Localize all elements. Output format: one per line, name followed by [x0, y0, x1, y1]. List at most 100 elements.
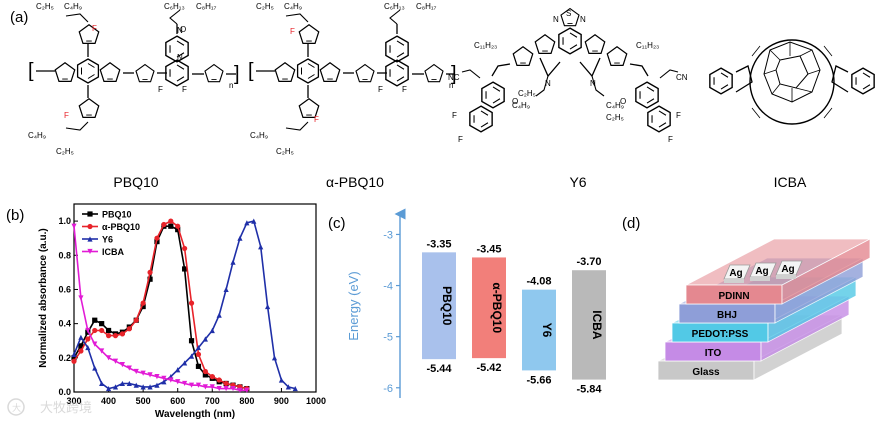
homo-label--pbq10: -5.42 [476, 362, 501, 374]
material-name-icba: ICBA [590, 310, 604, 340]
data-point--pbq10 [105, 333, 112, 339]
chem-nitrogen: N [545, 79, 551, 88]
x-axis-label: Wavelength (nm) [155, 409, 235, 420]
molecule-y6-structure: C₁₁H₂₃ C₁₁H₂₃ S N N N N NC CN O O C₂H₅ C… [448, 8, 688, 144]
data-point-pbq10 [202, 372, 208, 378]
data-point-pbq10 [140, 303, 146, 310]
x-tick-label: 700 [205, 396, 220, 406]
y-tick-label: 0.8 [58, 250, 71, 260]
data-point-pbq10 [195, 363, 202, 369]
data-point-icba [119, 362, 125, 368]
chem-c4h9: C₄H₉ [512, 101, 530, 110]
data-point-pbq10 [175, 227, 181, 233]
molecule-alpha-pbq10-structure: [ ] C₂H₅ C₄H₉ F C₆H₁₃ C₈H₁₇ F C₄H₉ C₂H₅ … [248, 2, 457, 156]
data-point--pbq10 [133, 317, 139, 323]
chem-c2h5: C₂H₅ [256, 2, 274, 11]
molecule-name-icba: ICBA [774, 174, 807, 190]
x-tick-label: 1000 [306, 396, 326, 406]
data-point-y6 [133, 382, 139, 388]
chem-c2h5: C₂H₅ [36, 2, 54, 11]
molecule-name-pbq10: PBQ10 [113, 174, 158, 190]
data-point-y6 [292, 385, 298, 392]
data-point-y6 [251, 218, 257, 224]
data-point--pbq10 [154, 235, 160, 241]
data-point--pbq10 [209, 374, 215, 380]
data-point-pbq10 [147, 276, 153, 282]
polymer-bracket-left: [ [28, 60, 34, 82]
data-point-y6 [188, 353, 195, 359]
data-point--pbq10 [161, 221, 167, 228]
data-point-y6 [71, 351, 77, 357]
legend-label-icba: ICBA [102, 247, 124, 257]
data-point-icba [92, 341, 98, 347]
ag-electrode-edge [724, 279, 744, 283]
x-tick-label: 900 [274, 396, 289, 406]
energy-bar-icba [572, 270, 606, 380]
svg-text:N: N [177, 53, 183, 62]
data-point-y6 [285, 384, 291, 390]
legend-marker-y6 [87, 236, 93, 242]
data-point-icba [223, 385, 229, 392]
data-point-y6 [265, 303, 271, 310]
energy-tick-label: -4 [383, 281, 393, 293]
molecule-pbq10-structure: [ ] N N O C₂H₅ C₄H₉ F C₆H₁₃ C₈H₁₇ F C₄H₉… [28, 2, 240, 156]
legend-label-pbq10: PBQ10 [102, 210, 132, 220]
device-stack-diagram: Glass ITO PEDOT:PSS BHJ PDINN Ag Ag Ag [657, 238, 871, 381]
layer-label-glass: Glass [692, 367, 720, 378]
data-point--pbq10 [182, 245, 188, 252]
chem-fluorine: F [314, 115, 319, 124]
chem-nitrogen: N [553, 15, 559, 24]
data-point--pbq10 [188, 300, 195, 306]
chem-fluorine: F [182, 85, 187, 94]
data-point-y6 [202, 336, 208, 342]
x-tick-label: 300 [66, 396, 81, 406]
data-point--pbq10 [71, 358, 77, 364]
ag-electrode-edge [776, 275, 796, 279]
svg-text:大: 大 [12, 402, 21, 413]
data-point-y6 [175, 367, 181, 373]
material-name--pbq10: α-PBQ10 [490, 282, 504, 333]
chem-fluorine: F [92, 24, 97, 33]
data-point-y6 [258, 244, 264, 250]
series-line--pbq10 [73, 220, 248, 390]
data-point-icba [216, 385, 222, 392]
chem-c6h13: C₆H₁₃ [164, 2, 185, 11]
panel-label-d: (d) [622, 215, 640, 232]
panel-label-a: (a) [10, 9, 28, 26]
chem-c4h9: C₄H₉ [284, 2, 302, 11]
data-point-y6 [92, 365, 98, 371]
lumo-label--pbq10: -3.45 [476, 243, 501, 255]
data-point--pbq10 [202, 368, 208, 375]
data-point-icba [112, 358, 119, 364]
x-tick-label: 500 [136, 396, 151, 406]
chem-fluorine: F [452, 111, 457, 120]
energy-tick-label: -3 [383, 229, 393, 241]
y-axis-label: Normalized absorbance (a.u.) [38, 228, 49, 367]
svg-text:[: [ [248, 60, 254, 82]
legend-marker-icba [87, 248, 93, 255]
data-point--pbq10 [112, 333, 119, 339]
lumo-label-pbq10: -3.35 [426, 238, 451, 250]
data-point--pbq10 [99, 327, 105, 334]
chem-cn: CN [676, 73, 688, 82]
lumo-label-y6: -4.08 [526, 276, 551, 288]
data-point-icba [105, 355, 112, 361]
watermark-text: 大牧跨境 [40, 400, 92, 415]
data-point-icba [202, 384, 208, 390]
data-point-y6 [99, 380, 105, 387]
plot-frame [73, 203, 317, 393]
chem-c11h23: C₁₁H₂₃ [474, 41, 497, 50]
data-point--pbq10 [175, 223, 181, 229]
data-point-y6 [237, 235, 243, 241]
data-point-pbq10 [105, 327, 112, 334]
data-point-y6 [112, 384, 119, 390]
data-point-icba [195, 382, 202, 388]
lumo-label-icba: -3.70 [576, 256, 601, 268]
chem-fluorine: F [668, 135, 673, 144]
data-point-y6 [271, 355, 278, 361]
data-point-pbq10 [99, 321, 105, 327]
y-tick-label: 0.6 [58, 284, 71, 294]
ag-electrode-label: Ag [729, 268, 742, 279]
data-point-y6 [105, 385, 112, 392]
chem-fluorine: F [158, 85, 163, 94]
